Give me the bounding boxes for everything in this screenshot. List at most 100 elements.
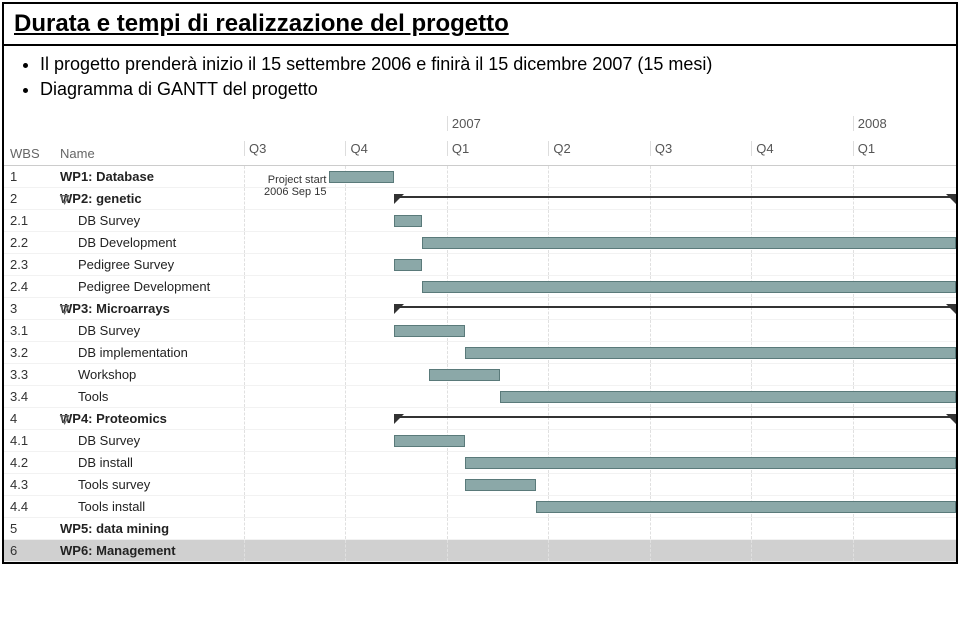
gantt-row[interactable]: 4.3 Tools survey (4, 474, 956, 496)
wbs-cell: 2.1 (4, 209, 54, 232)
quarter-label: Q1 (447, 141, 548, 156)
collapse-icon[interactable]: ▽ (60, 412, 69, 426)
gantt-chart: WBS Name 20072008 Q3Q4Q1Q2Q3Q4Q1 1WP1: D… (4, 116, 956, 562)
gantt-header: WBS Name 20072008 Q3Q4Q1Q2Q3Q4Q1 (4, 116, 956, 166)
gantt-row[interactable]: 2.4 Pedigree Development (4, 276, 956, 298)
gantt-row[interactable]: 4.1DB Survey (4, 430, 956, 452)
gantt-row[interactable]: 1WP1: DatabaseProject start2006 Sep 15 (4, 166, 956, 188)
collapse-icon[interactable]: ▽ (60, 192, 69, 206)
task-bar[interactable] (465, 347, 956, 359)
task-bar[interactable] (394, 325, 465, 337)
name-column-header: Name (54, 116, 244, 165)
wbs-cell: 4.3 (4, 473, 54, 496)
bar-cell (244, 276, 956, 297)
bar-cell (244, 474, 956, 495)
gantt-row[interactable]: 4.2 DB install (4, 452, 956, 474)
gantt-row[interactable]: 3.1 DB Survey (4, 320, 956, 342)
task-name: WP6: Management (60, 543, 176, 558)
wbs-cell: 6 (4, 539, 54, 562)
task-bar[interactable] (500, 391, 956, 403)
gantt-row[interactable]: 4 ▽WP4: Proteomics (4, 408, 956, 430)
task-name: DB Survey (78, 433, 140, 448)
task-bar[interactable] (394, 435, 465, 447)
gantt-row[interactable]: 2.3Pedigree Survey (4, 254, 956, 276)
task-bar[interactable] (536, 501, 956, 513)
gantt-row[interactable]: 2.1 DB Survey (4, 210, 956, 232)
wbs-cell: 3.2 (4, 341, 54, 364)
wbs-cell: 4.4 (4, 495, 54, 518)
bar-cell (244, 298, 956, 319)
wbs-cell: 2 (4, 187, 54, 210)
task-name: Tools (78, 389, 108, 404)
wbs-cell: 5 (4, 517, 54, 540)
bar-cell (244, 518, 956, 539)
collapse-icon[interactable]: ▽ (60, 302, 69, 316)
wbs-cell: 4 (4, 407, 54, 430)
task-name: Workshop (78, 367, 136, 382)
task-bar[interactable] (465, 457, 956, 469)
gantt-row[interactable]: 2.2DB Development (4, 232, 956, 254)
gantt-row[interactable]: 2 ▽WP2: genetic (4, 188, 956, 210)
task-bar[interactable] (422, 237, 956, 249)
bullet-item: Il progetto prenderà inizio il 15 settem… (40, 54, 940, 75)
task-name: Tools install (78, 499, 145, 514)
task-name: Pedigree Development (78, 279, 210, 294)
wbs-cell: 3.4 (4, 385, 54, 408)
task-bar[interactable] (465, 479, 536, 491)
bar-cell (244, 364, 956, 385)
task-name: DB Survey (78, 213, 140, 228)
quarter-label: Q3 (244, 141, 345, 156)
summary-bar[interactable] (394, 416, 956, 418)
gantt-row[interactable]: 5 WP5: data mining (4, 518, 956, 540)
task-name: WP3: Microarrays (60, 301, 170, 316)
bar-cell (244, 342, 956, 363)
bar-cell (244, 452, 956, 473)
task-bar[interactable] (394, 259, 422, 271)
bar-cell (244, 386, 956, 407)
page-title: Durata e tempi di realizzazione del prog… (14, 10, 946, 38)
task-name: DB Survey (78, 323, 140, 338)
task-name: WP2: genetic (60, 191, 142, 206)
gantt-row[interactable]: 3.2 DB implementation (4, 342, 956, 364)
gantt-row[interactable]: 3.3 Workshop (4, 364, 956, 386)
task-bar[interactable]: Project start2006 Sep 15 (329, 171, 393, 183)
task-name: WP4: Proteomics (60, 411, 167, 426)
year-label: 2008 (853, 116, 956, 131)
bar-cell: Project start2006 Sep 15 (244, 166, 956, 187)
year-label: 2007 (447, 116, 853, 131)
gantt-row[interactable]: 4.4 Tools install (4, 496, 956, 518)
task-name: Tools survey (78, 477, 150, 492)
gantt-row[interactable]: 6 WP6: Management (4, 540, 956, 562)
bar-cell (244, 232, 956, 253)
wbs-cell: 2.4 (4, 275, 54, 298)
summary-bar[interactable] (394, 306, 956, 308)
task-bar[interactable] (394, 215, 422, 227)
wbs-cell: 2.3 (4, 253, 54, 276)
gantt-row[interactable]: 3 ▽WP3: Microarrays (4, 298, 956, 320)
gantt-rows: 1WP1: DatabaseProject start2006 Sep 152 ▽… (4, 166, 956, 562)
task-bar[interactable] (429, 369, 500, 381)
wbs-cell: 3.3 (4, 363, 54, 386)
bar-cell (244, 254, 956, 275)
quarter-label: Q4 (751, 141, 852, 156)
bullet-item: Diagramma di GANTT del progetto (40, 79, 940, 100)
task-name: WP5: data mining (60, 521, 169, 536)
task-name: DB install (78, 455, 133, 470)
task-bar[interactable] (422, 281, 956, 293)
time-columns: 20072008 Q3Q4Q1Q2Q3Q4Q1 (244, 116, 956, 165)
task-name: DB Development (78, 235, 176, 250)
quarter-label: Q1 (853, 141, 956, 156)
wbs-cell: 3 (4, 297, 54, 320)
wbs-cell: 4.2 (4, 451, 54, 474)
quarter-label: Q4 (345, 141, 446, 156)
quarter-label: Q2 (548, 141, 649, 156)
gantt-row[interactable]: 3.4 Tools (4, 386, 956, 408)
bar-cell (244, 188, 956, 209)
summary-bar[interactable] (394, 196, 956, 198)
quarter-label: Q3 (650, 141, 751, 156)
bar-cell (244, 210, 956, 231)
wbs-column-header: WBS (4, 116, 54, 165)
wbs-cell: 3.1 (4, 319, 54, 342)
bar-cell (244, 408, 956, 429)
task-name: DB implementation (78, 345, 188, 360)
